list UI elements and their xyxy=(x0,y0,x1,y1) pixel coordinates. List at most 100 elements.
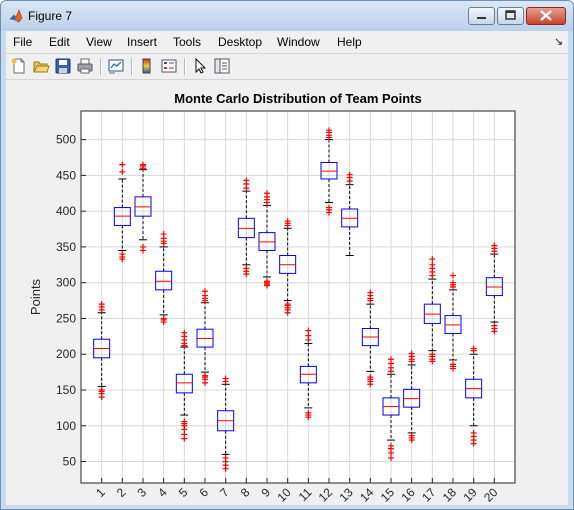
box-team-11 xyxy=(299,327,317,421)
x-tick-label: 14 xyxy=(357,485,377,505)
open-file-icon[interactable] xyxy=(32,57,50,75)
menu-help[interactable]: Help xyxy=(337,35,362,49)
link-plot-icon[interactable] xyxy=(107,57,125,75)
outlier-marker xyxy=(222,375,229,382)
figure-canvas[interactable]: 50 100 150 200 250 300 350 400 450 500 1 2 3 4 5 6 7 8 9 10… xyxy=(6,80,568,505)
outlier-marker xyxy=(119,161,126,168)
x-tick-label: 18 xyxy=(440,485,460,505)
outlier-marker xyxy=(367,289,374,296)
menu-tools[interactable]: Tools xyxy=(173,35,202,49)
box-team-14 xyxy=(361,289,379,388)
outlier-marker xyxy=(491,242,498,249)
x-tick-label: 8 xyxy=(238,485,253,500)
title-bar[interactable]: Figure 7 xyxy=(1,1,573,31)
y-tick-label: 400 xyxy=(56,204,76,218)
insert-legend-icon[interactable] xyxy=(160,57,178,75)
toolbar xyxy=(6,54,568,80)
outlier-marker xyxy=(388,356,394,363)
x-tick-label: 9 xyxy=(258,485,273,500)
iqr-box xyxy=(175,373,193,394)
box-team-7 xyxy=(217,375,235,472)
outlier-marker xyxy=(326,204,332,211)
minimize-icon xyxy=(477,17,486,19)
x-tick-label: 1 xyxy=(93,485,108,500)
menu-file[interactable]: File xyxy=(13,35,33,49)
outlier-marker xyxy=(140,161,146,168)
maximize-button[interactable] xyxy=(497,7,524,25)
menu-desktop[interactable]: Desktop xyxy=(218,35,263,49)
outlier-marker xyxy=(305,327,312,334)
outlier-marker xyxy=(98,301,105,308)
close-icon xyxy=(540,10,552,21)
y-axis-label: Points xyxy=(28,278,43,315)
x-tick-label: 3 xyxy=(134,485,149,500)
x-tick-label: 19 xyxy=(460,485,480,505)
outlier-marker xyxy=(119,168,126,175)
y-tick-label: 450 xyxy=(56,168,76,182)
outlier-marker xyxy=(470,429,477,436)
outlier-marker xyxy=(388,454,394,461)
menu-insert[interactable]: Insert xyxy=(127,35,158,49)
menu-view[interactable]: View xyxy=(86,35,112,49)
outlier-marker xyxy=(491,322,498,329)
outlier-marker xyxy=(284,218,291,225)
save-icon[interactable] xyxy=(54,57,72,75)
x-tick-label: 16 xyxy=(398,485,418,505)
y-tick-label: 100 xyxy=(56,419,76,433)
outlier-marker xyxy=(181,431,188,438)
x-tick-label: 5 xyxy=(176,485,191,500)
print-icon[interactable] xyxy=(76,57,94,75)
y-tick-label: 500 xyxy=(56,133,76,147)
y-tick-label: 250 xyxy=(56,311,76,325)
outlier-marker xyxy=(160,315,167,322)
minimize-button[interactable] xyxy=(468,7,495,25)
plot-tools-icon[interactable] xyxy=(213,57,231,75)
outlier-marker xyxy=(450,272,456,279)
close-button[interactable] xyxy=(526,7,566,25)
x-tick-label: 20 xyxy=(481,485,501,505)
outlier-marker xyxy=(284,301,291,308)
menu-edit[interactable]: Edit xyxy=(49,35,70,49)
menu-window[interactable]: Window xyxy=(277,35,320,49)
outlier-marker xyxy=(98,387,105,393)
box-team-5 xyxy=(175,329,193,442)
x-tick-label: 11 xyxy=(296,485,315,504)
iqr-box xyxy=(155,270,173,291)
outlier-marker xyxy=(388,442,394,449)
box-team-6 xyxy=(196,288,214,386)
toolbar-separator xyxy=(131,58,133,75)
edit-plot-icon[interactable] xyxy=(191,57,209,75)
x-tick-label: 10 xyxy=(274,485,294,505)
outlier-marker xyxy=(429,351,436,358)
y-tick-label: 150 xyxy=(56,383,76,397)
outlier-marker xyxy=(119,251,126,258)
box-team-19 xyxy=(465,345,483,447)
toolbar-separator xyxy=(100,58,102,75)
outlier-marker xyxy=(450,279,456,286)
outlier-marker xyxy=(346,171,353,178)
y-tick-label: 300 xyxy=(56,276,76,290)
x-tick-label: 2 xyxy=(114,485,129,500)
dock-arrow-icon[interactable]: ↘ xyxy=(554,36,564,48)
outlier-marker xyxy=(429,261,436,268)
box-team-13 xyxy=(341,171,359,257)
chart-title: Monte Carlo Distribution of Team Points xyxy=(174,91,421,106)
outlier-marker xyxy=(367,374,374,381)
outlier-marker xyxy=(408,350,415,357)
x-tick-label: 4 xyxy=(155,485,170,500)
y-tick-label: 200 xyxy=(56,347,76,361)
outlier-marker xyxy=(243,265,250,272)
x-tick-label: 17 xyxy=(419,485,439,505)
x-tick-label: 13 xyxy=(336,485,356,505)
outlier-marker xyxy=(305,409,312,416)
x-tick-label: 12 xyxy=(316,485,336,505)
box-team-2 xyxy=(113,161,131,263)
outlier-marker xyxy=(264,190,270,197)
outlier-marker xyxy=(470,345,477,352)
new-figure-icon[interactable] xyxy=(10,57,28,75)
menu-bar: File Edit View Insert Tools Desktop Wind… xyxy=(6,31,568,54)
insert-colorbar-icon[interactable] xyxy=(138,57,156,75)
outlier-marker xyxy=(429,256,436,263)
outlier-marker xyxy=(181,418,188,425)
